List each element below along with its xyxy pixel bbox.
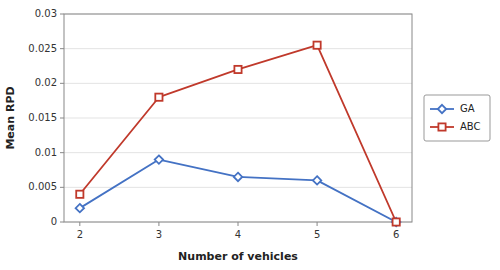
grid-line	[64, 48, 412, 49]
point	[76, 204, 84, 212]
y-tick-label: 0	[51, 216, 57, 227]
point	[234, 173, 242, 181]
markers	[76, 42, 401, 227]
y-tick	[60, 14, 64, 15]
series-line	[80, 45, 396, 222]
grid-line	[64, 83, 412, 84]
y-tick	[60, 187, 64, 188]
grid-line	[64, 152, 412, 153]
chart-container: 0 0.005 0.01 0.015 0.02 0.025 0.03 2 3 4 5 6 Number …	[0, 0, 500, 270]
y-tick-label: 0.015	[28, 112, 57, 123]
point	[234, 66, 241, 73]
point	[313, 176, 321, 184]
point	[155, 155, 163, 163]
y-tick-label: 0.025	[28, 43, 57, 54]
x-tick	[158, 222, 159, 226]
x-tick-label: 5	[314, 229, 320, 240]
grid-line	[64, 118, 412, 119]
x-tick	[79, 222, 80, 226]
legend-marker	[438, 123, 445, 130]
y-axis: 0 0.005 0.01 0.015 0.02 0.025 0.03	[28, 8, 64, 227]
legend-label: GA	[460, 103, 475, 114]
x-tick-label: 4	[235, 229, 241, 240]
chart: 0 0.005 0.01 0.015 0.02 0.025 0.03 2 3 4 5 6 Number …	[0, 0, 500, 270]
legend: GA ABC	[424, 95, 490, 141]
x-axis: 2 3 4 5 6	[77, 222, 400, 240]
point	[76, 191, 83, 198]
y-tick	[60, 118, 64, 119]
y-tick	[60, 152, 64, 153]
y-tick-label: 0.005	[28, 181, 57, 192]
grid	[64, 14, 412, 222]
y-tick	[60, 222, 64, 223]
grid-line	[64, 187, 412, 188]
y-axis-label: Mean RPD	[4, 86, 17, 149]
x-axis-label: Number of vehicles	[178, 250, 298, 263]
y-tick-label: 0.03	[35, 8, 57, 19]
plot-frame	[64, 14, 412, 222]
point	[155, 94, 162, 101]
point	[392, 218, 400, 226]
x-tick-label: 2	[77, 229, 83, 240]
y-tick-label: 0.01	[35, 147, 57, 158]
y-tick	[60, 48, 64, 49]
point	[313, 42, 320, 49]
x-tick	[317, 222, 318, 226]
x-tick	[238, 222, 239, 226]
lines	[80, 45, 396, 222]
legend-marker	[438, 105, 446, 113]
series-line	[80, 160, 396, 222]
legend-box	[424, 95, 490, 141]
y-tick-label: 0.02	[35, 77, 57, 88]
legend-label: ABC	[460, 121, 481, 132]
x-tick-label: 6	[393, 229, 399, 240]
point	[393, 218, 400, 225]
x-tick-label: 3	[156, 229, 162, 240]
y-tick	[60, 83, 64, 84]
